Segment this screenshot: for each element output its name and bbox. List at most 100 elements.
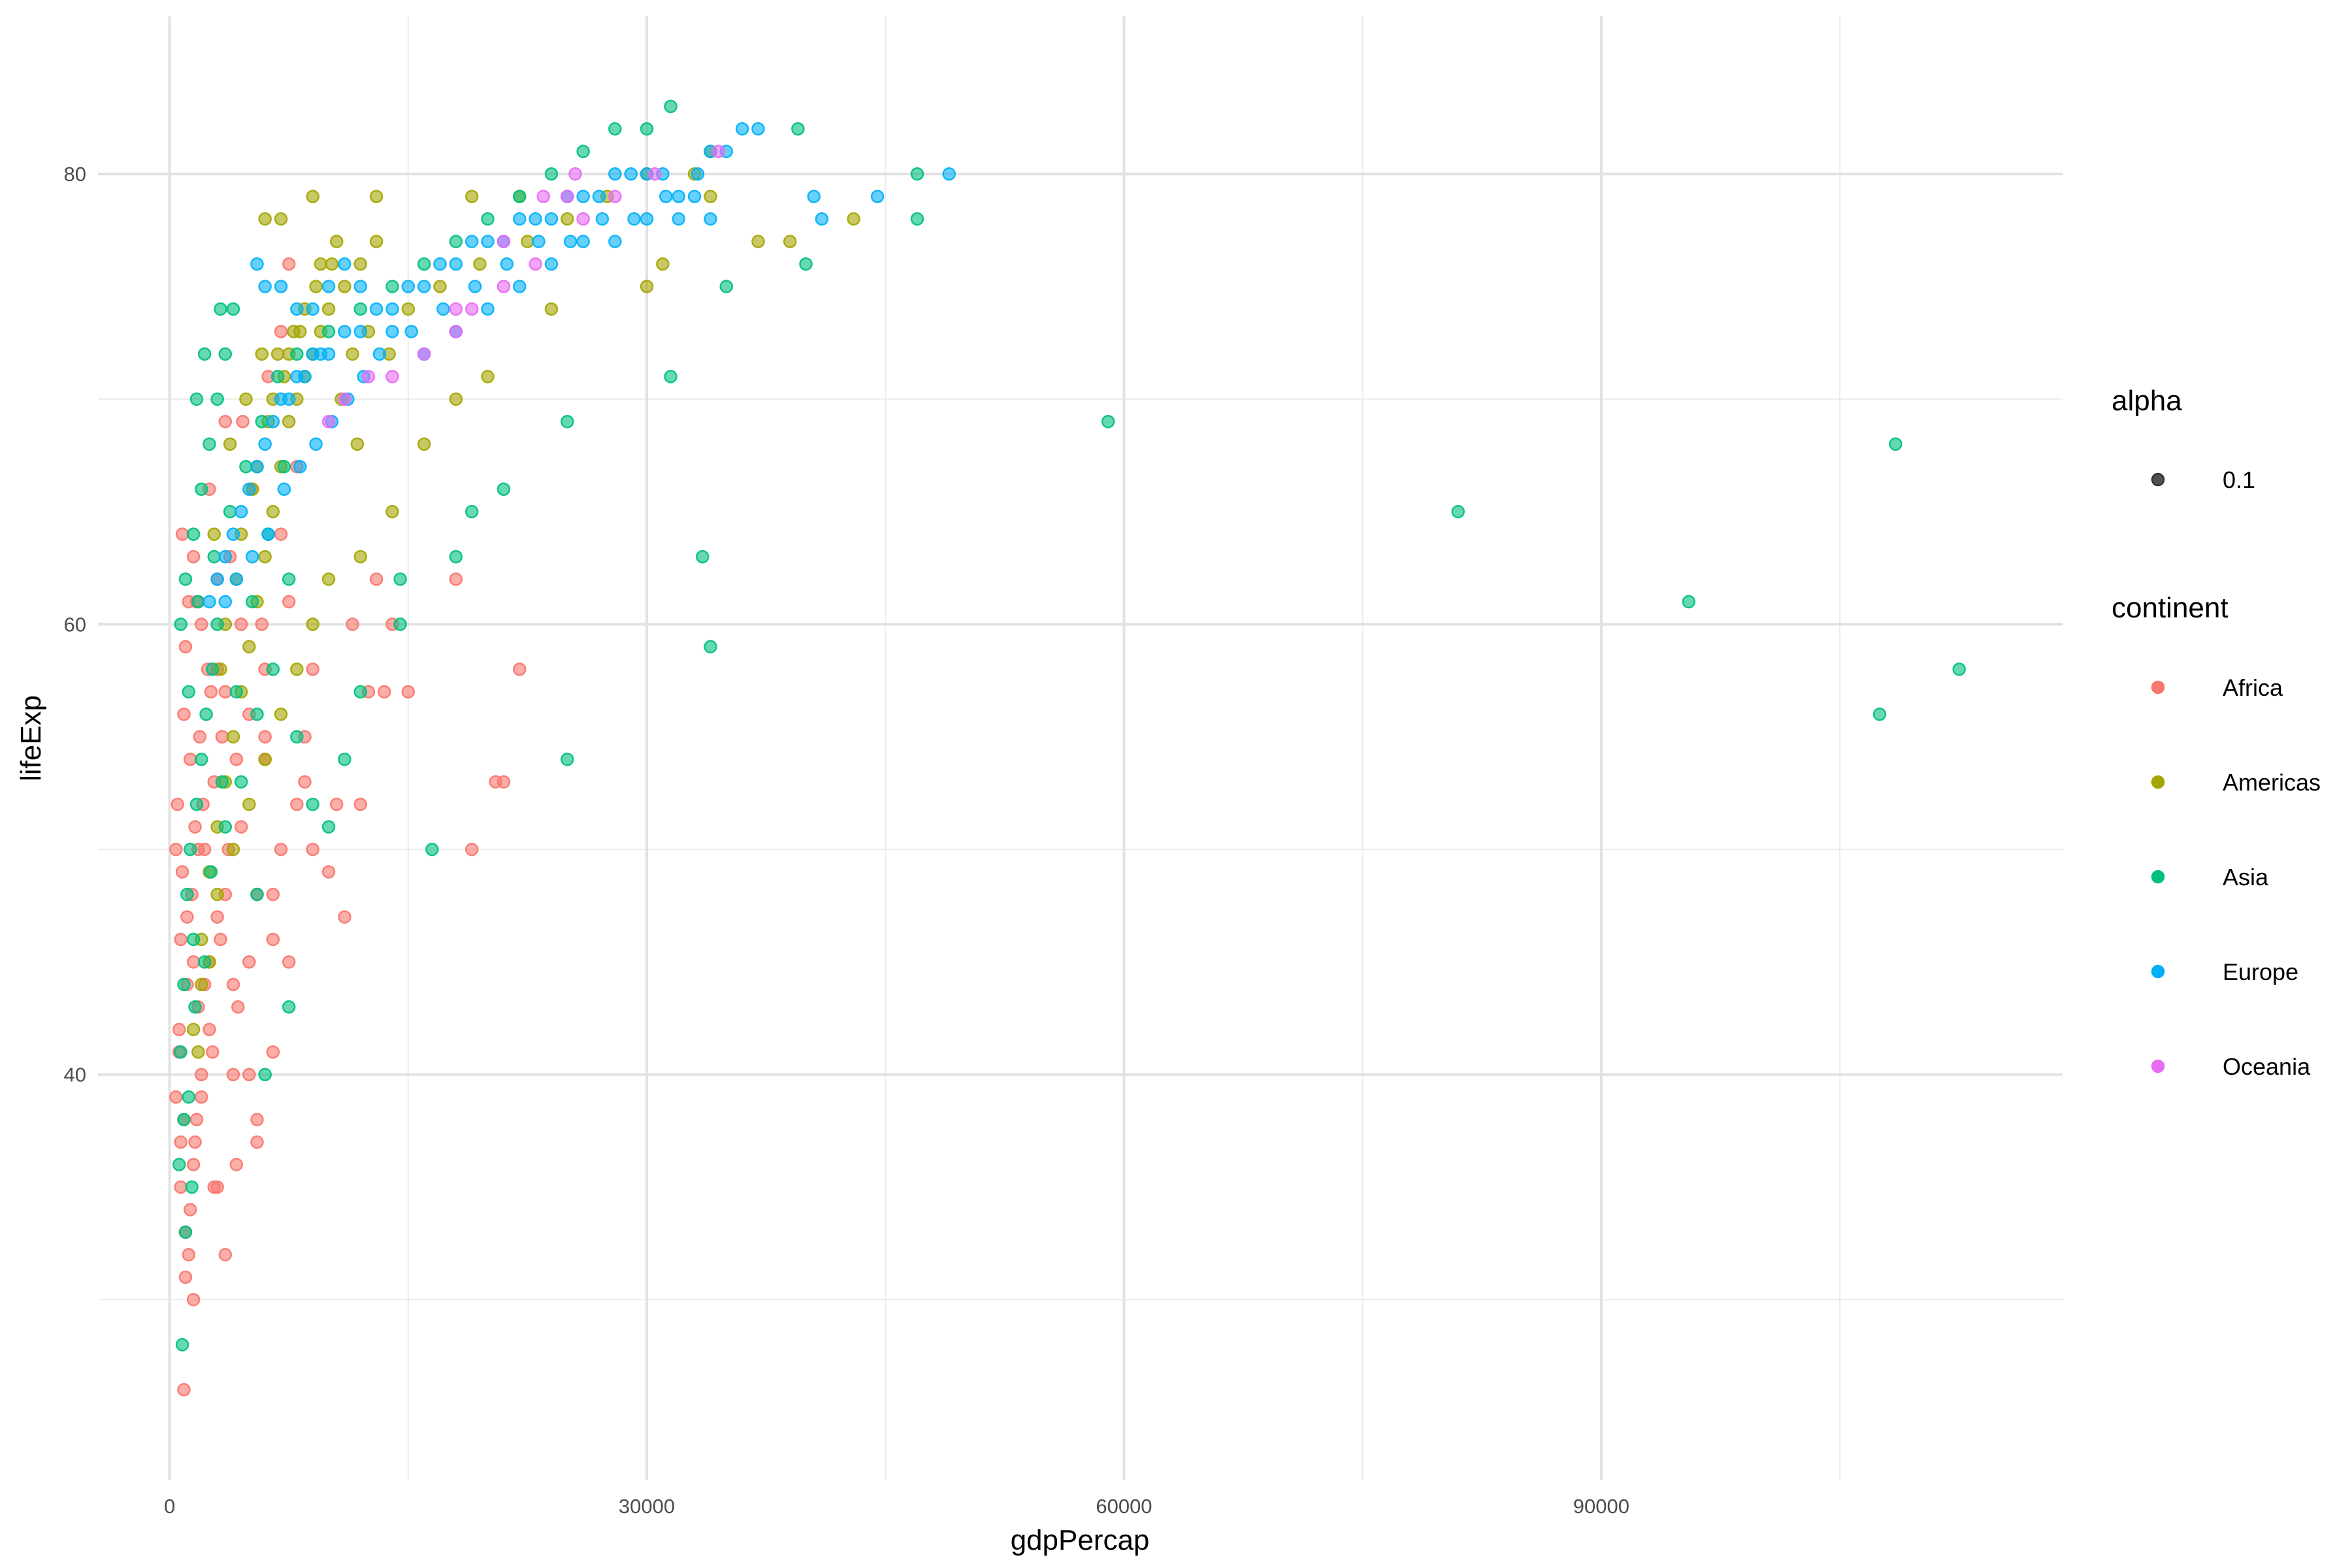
data-point <box>226 302 240 316</box>
data-point <box>321 572 336 586</box>
x-tick-labels: 0 30000 60000 90000 <box>164 1495 1629 1518</box>
legend-label-oceania: Oceania <box>2223 1053 2311 1080</box>
legend-title-alpha: alpha <box>2112 385 2182 417</box>
data-point <box>449 257 463 271</box>
series-oceania <box>321 144 725 429</box>
x-tick-label: 60000 <box>1096 1495 1152 1518</box>
data-point <box>544 257 559 271</box>
data-point <box>182 685 196 699</box>
data-point <box>195 482 208 496</box>
data-point <box>234 820 248 834</box>
data-point <box>242 640 256 654</box>
data-point <box>242 1068 256 1081</box>
data-point <box>385 504 399 519</box>
data-point <box>353 549 367 564</box>
legend-key-europe <box>2151 964 2165 979</box>
data-point <box>182 1248 196 1262</box>
y-tick-labels: 40 60 80 <box>64 163 86 1086</box>
data-point <box>191 1045 205 1059</box>
data-point <box>195 977 208 992</box>
legend-key-africa <box>2151 680 2165 694</box>
data-point <box>1682 595 1696 609</box>
data-point <box>282 415 296 429</box>
data-point <box>369 572 384 586</box>
data-point <box>417 437 431 451</box>
legend-label-africa: Africa <box>2223 674 2283 701</box>
data-point <box>321 302 336 316</box>
data-point <box>210 392 224 406</box>
data-point <box>298 775 312 789</box>
data-point <box>735 122 749 136</box>
legend-key-alpha <box>2151 472 2165 487</box>
data-point <box>214 932 227 947</box>
data-point <box>282 955 296 969</box>
data-point <box>497 775 511 789</box>
legend-label-alpha: 0.1 <box>2223 466 2255 493</box>
data-point <box>242 955 256 969</box>
data-point <box>783 235 797 248</box>
data-point <box>314 257 328 271</box>
data-point <box>195 1068 208 1081</box>
data-point <box>807 189 821 203</box>
data-point <box>910 212 924 226</box>
data-point <box>1451 504 1465 519</box>
data-point <box>197 955 212 969</box>
data-point <box>236 415 250 429</box>
data-point <box>261 527 275 541</box>
data-point <box>188 820 202 834</box>
data-point <box>512 662 527 676</box>
data-point <box>664 99 678 114</box>
data-point <box>175 1337 189 1352</box>
data-point <box>672 189 685 203</box>
data-point <box>191 595 205 609</box>
data-point <box>321 325 336 338</box>
data-point <box>183 842 197 857</box>
data-point <box>627 212 641 226</box>
x-tick-label: 90000 <box>1573 1495 1629 1518</box>
legend-label-americas: Americas <box>2223 769 2321 796</box>
data-point <box>207 549 221 564</box>
data-point <box>218 415 233 429</box>
data-point <box>234 775 248 789</box>
x-axis-title: gdpPercap <box>1011 1524 1150 1556</box>
data-point <box>274 708 288 721</box>
legend-key-americas <box>2151 775 2165 789</box>
data-point <box>481 302 495 316</box>
data-point <box>175 865 189 879</box>
data-point <box>401 280 416 293</box>
data-point <box>207 527 221 541</box>
data-point <box>1952 662 1966 676</box>
data-point <box>177 1113 191 1126</box>
data-point <box>266 415 280 429</box>
data-point <box>210 617 224 631</box>
data-point <box>226 527 240 541</box>
data-point <box>433 280 447 293</box>
data-point <box>258 549 272 564</box>
data-point <box>847 212 860 226</box>
data-point <box>250 257 264 271</box>
data-point <box>561 189 574 203</box>
data-point <box>258 1068 272 1081</box>
data-point <box>529 257 542 271</box>
data-point <box>369 189 384 203</box>
data-point <box>188 1135 202 1149</box>
data-point <box>226 1068 240 1081</box>
data-point <box>218 595 233 609</box>
data-point <box>183 752 197 766</box>
data-point <box>353 302 367 316</box>
data-point <box>234 617 248 631</box>
data-point <box>372 347 387 361</box>
data-point <box>465 842 479 857</box>
data-point <box>481 212 495 226</box>
data-point <box>338 257 351 271</box>
data-point <box>169 1090 183 1104</box>
data-point <box>751 235 765 248</box>
data-point <box>436 302 450 316</box>
data-point <box>266 932 280 947</box>
data-point <box>353 685 367 699</box>
data-point <box>290 797 304 811</box>
data-point <box>245 549 259 564</box>
data-point <box>687 189 702 203</box>
data-point <box>608 189 622 203</box>
data-point <box>290 347 304 361</box>
